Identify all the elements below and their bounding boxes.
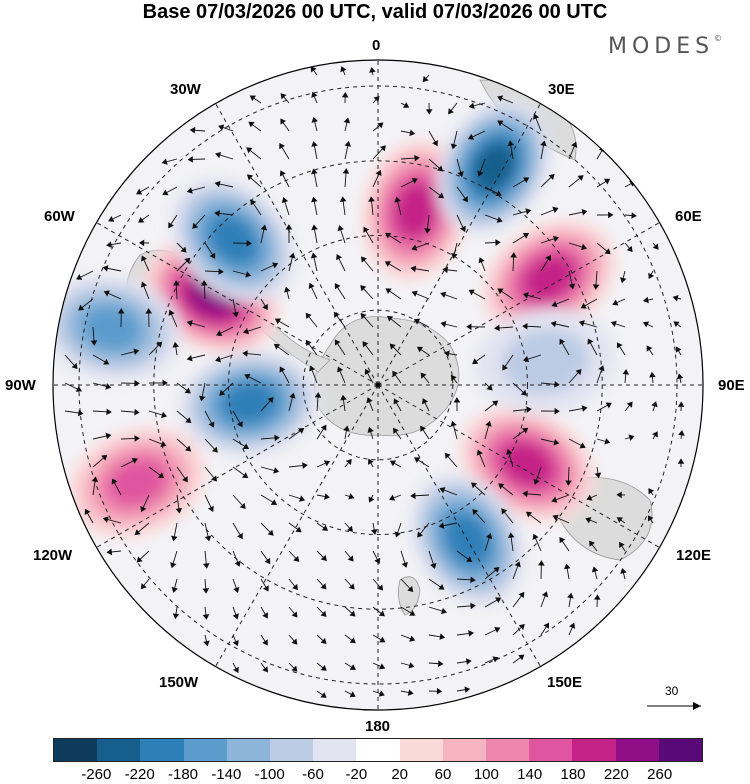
lon-label-150e: 150E bbox=[547, 674, 582, 691]
colorbar-tick-label: -140 bbox=[211, 766, 241, 783]
lon-label-120e: 120E bbox=[676, 547, 711, 564]
lon-label-180: 180 bbox=[365, 718, 390, 735]
colorbar-swatch bbox=[270, 739, 313, 761]
lon-label-30w: 30W bbox=[170, 81, 201, 98]
colorbar-swatch bbox=[659, 739, 702, 761]
south-pole-marker bbox=[376, 383, 381, 388]
colorbar-swatch bbox=[443, 739, 486, 761]
reference-vector: 30 bbox=[645, 684, 705, 714]
colorbar-tick-label: 60 bbox=[435, 766, 452, 783]
colorbar-swatch bbox=[140, 739, 183, 761]
colorbar-tick-label: -220 bbox=[125, 766, 155, 783]
lon-label-60e: 60E bbox=[675, 208, 702, 225]
colorbar-tick-label: -20 bbox=[345, 766, 367, 783]
lon-label-90e: 90E bbox=[718, 377, 745, 394]
colorbar-swatch bbox=[572, 739, 615, 761]
colorbar-tick-label: 180 bbox=[560, 766, 585, 783]
lon-label-90w: 90W bbox=[5, 377, 36, 394]
colorbar-swatch bbox=[616, 739, 659, 761]
colorbar-swatch bbox=[356, 739, 399, 761]
colorbar-tick-label: 140 bbox=[517, 766, 542, 783]
colorbar-tick-label: 220 bbox=[604, 766, 629, 783]
colorbar-tick-label: 100 bbox=[474, 766, 499, 783]
colorbar-swatch bbox=[97, 739, 140, 761]
colorbar-swatch bbox=[486, 739, 529, 761]
colorbar bbox=[53, 738, 703, 762]
lon-label-30e: 30E bbox=[548, 81, 575, 98]
colorbar-tick-label: -180 bbox=[168, 766, 198, 783]
colorbar-tick-label: -260 bbox=[81, 766, 111, 783]
colorbar-swatch bbox=[227, 739, 270, 761]
colorbar-swatch bbox=[529, 739, 572, 761]
lon-label-150w: 150W bbox=[159, 674, 198, 691]
lon-label-120w: 120W bbox=[33, 547, 72, 564]
colorbar-tick-label: -100 bbox=[255, 766, 285, 783]
colorbar-swatch bbox=[400, 739, 443, 761]
reference-arrow-icon bbox=[645, 684, 705, 714]
lon-label-60w: 60W bbox=[44, 208, 75, 225]
colorbar-tick-label: -60 bbox=[302, 766, 324, 783]
colorbar-tick-labels: -260 -220 -180 -140 -100 -60 -20 20 60 100 140 180 2… bbox=[53, 766, 703, 784]
colorbar-swatch bbox=[184, 739, 227, 761]
lon-label-0: 0 bbox=[372, 37, 380, 54]
colorbar-swatch bbox=[54, 739, 97, 761]
colorbar-tick-label: 260 bbox=[647, 766, 672, 783]
colorbar-tick-label: 20 bbox=[391, 766, 408, 783]
colorbar-swatch bbox=[313, 739, 356, 761]
